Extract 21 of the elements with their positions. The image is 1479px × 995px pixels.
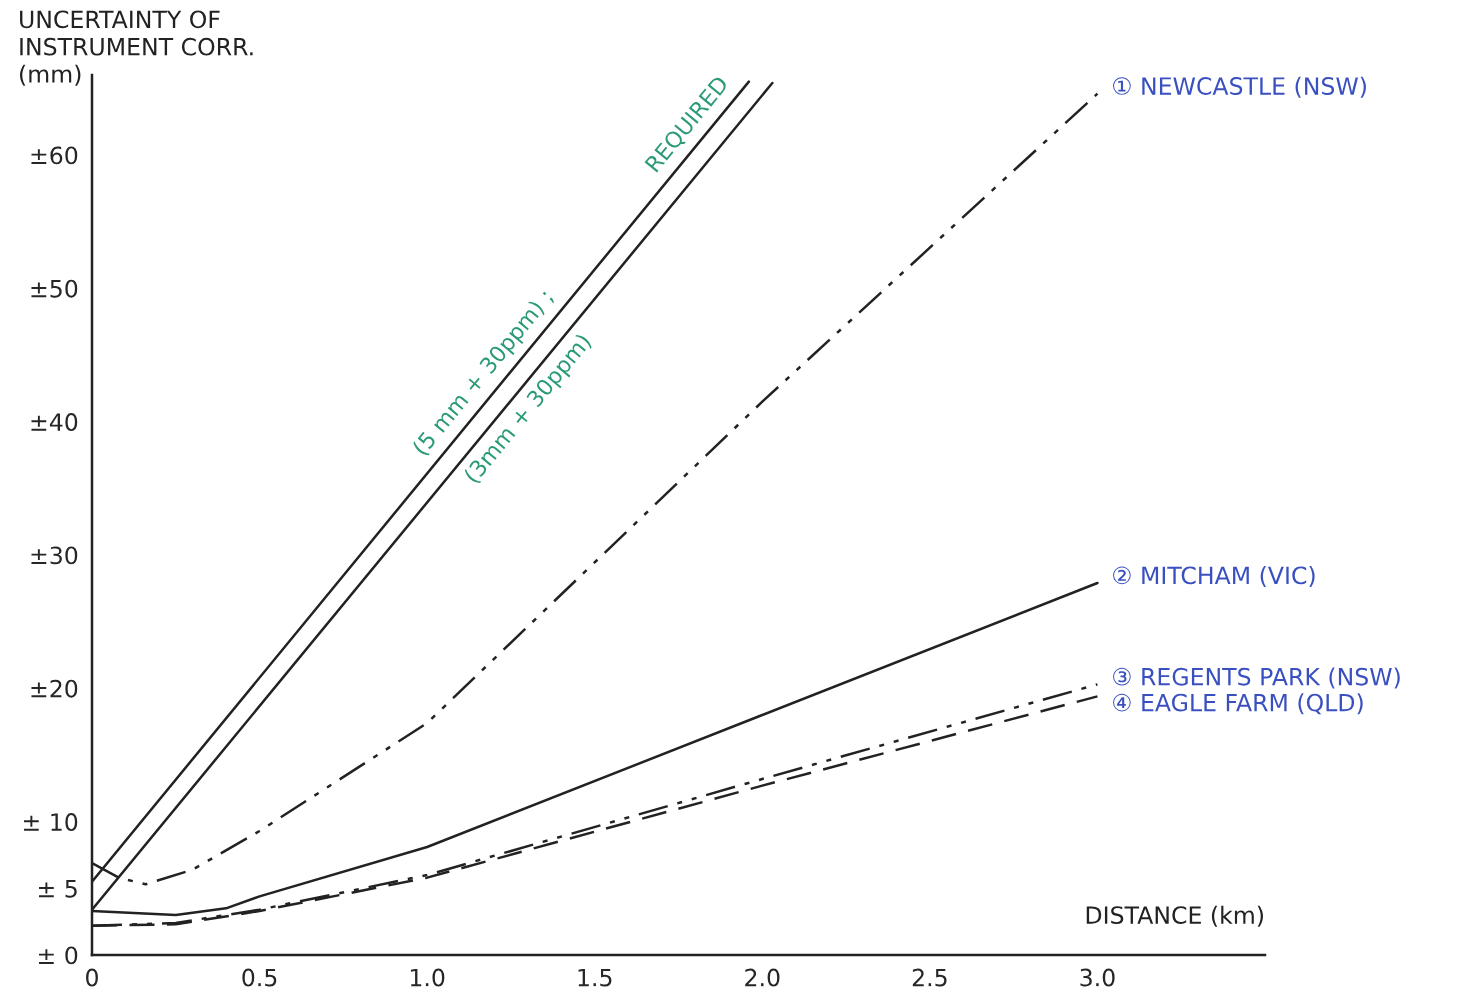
y-tick-label: ± 0 <box>39 946 78 965</box>
y-tick-label: ±40 <box>31 413 78 431</box>
series-label: ② MITCHAM (VIC) <box>1113 566 1315 588</box>
y-axis-title: UNCERTAINTY OF INSTRUMENT CORR. (mm) <box>20 10 253 86</box>
x-tick-label: 1.0 <box>410 968 445 987</box>
x-tick-label: 3.0 <box>1080 968 1115 987</box>
y-tick-label: ± 5 <box>39 880 77 898</box>
series-label: ① NEWCASTLE (NSW) <box>1113 76 1366 98</box>
x-tick-label: 2.0 <box>745 968 780 987</box>
y-tick-label: ±60 <box>31 146 78 165</box>
series-label: ③ REGENTS PARK (NSW) <box>1113 667 1400 689</box>
x-tick-label: 2.5 <box>912 968 947 987</box>
x-tick-label: 0.5 <box>242 968 277 987</box>
x-tick-label: 0 <box>86 968 98 987</box>
y-tick-label: ±30 <box>31 546 78 565</box>
y-tick-label: ±20 <box>31 679 78 698</box>
y-tick-label: ± 10 <box>23 813 78 831</box>
y-tick-label: ±50 <box>31 279 78 298</box>
x-axis-title: DISTANCE (km) <box>1086 905 1263 927</box>
series-label: ④ EAGLE FARM (QLD) <box>1113 693 1363 715</box>
x-tick-label: 1.5 <box>578 968 612 987</box>
